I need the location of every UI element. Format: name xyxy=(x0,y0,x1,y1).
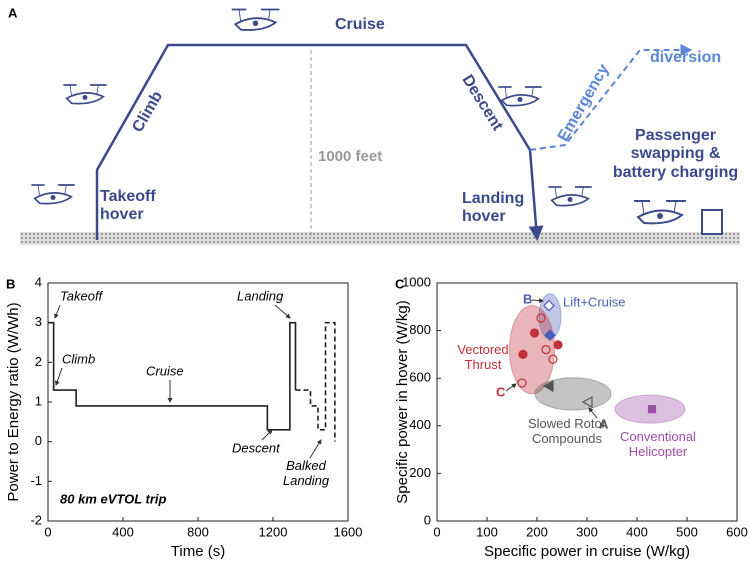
y-tick-label: 0 xyxy=(35,433,42,448)
region xyxy=(534,377,612,411)
y-tick-label: 200 xyxy=(409,465,431,480)
x-tick-label: 1600 xyxy=(334,524,363,539)
aircraft-icon xyxy=(230,8,281,31)
annotation: Balked Landing xyxy=(282,458,330,488)
series-label: Conventional Helicopter xyxy=(620,429,696,459)
annotation: Descent xyxy=(232,440,281,455)
annotation-arrow xyxy=(505,383,517,392)
point-label: A xyxy=(599,416,609,431)
series-label: Lift+Cruise xyxy=(563,294,626,309)
x-axis-label: Specific power in cruise (W/kg) xyxy=(484,543,690,560)
height-label: 1000 feet xyxy=(318,148,382,165)
charger-icon xyxy=(701,209,723,235)
aircraft-icon xyxy=(62,84,108,105)
series-label: Slowed Rotor Compounds xyxy=(527,416,607,446)
marker xyxy=(529,328,540,338)
marker xyxy=(542,380,554,393)
x-tick-label: 0 xyxy=(433,524,440,539)
marker xyxy=(517,378,527,388)
y-tick-label: 1000 xyxy=(402,274,431,289)
x-tick-label: 0 xyxy=(44,524,51,539)
y-tick-label: 600 xyxy=(409,370,431,385)
marker xyxy=(543,299,555,312)
y-tick-label: 0 xyxy=(424,512,431,527)
marker xyxy=(581,395,593,409)
x-tick-label: 400 xyxy=(112,524,134,539)
y-tick-label: 4 xyxy=(35,274,42,289)
phase-label: Cruise xyxy=(335,16,385,33)
aircraft-icon xyxy=(547,186,593,207)
marker xyxy=(548,354,558,364)
point-label: C xyxy=(496,384,506,399)
panel-label: A xyxy=(8,5,18,20)
step-line xyxy=(48,321,297,431)
phase-label: Climb xyxy=(129,88,166,135)
panel-label: C xyxy=(395,276,405,291)
phase-label: Landing hover xyxy=(462,190,525,226)
marker xyxy=(541,345,551,355)
aircraft-icon xyxy=(30,184,76,205)
x-tick-label: 400 xyxy=(626,524,648,539)
annotation: Takeoff xyxy=(60,288,104,303)
panel-label: B xyxy=(6,276,15,291)
x-tick-label: 200 xyxy=(526,524,548,539)
annotation: Landing xyxy=(237,288,284,303)
annotation: Cruise xyxy=(146,363,184,378)
region xyxy=(509,305,555,395)
series-label: Vectored Thrust xyxy=(457,342,509,372)
y-tick-label: 800 xyxy=(409,322,431,337)
y-tick-label: 400 xyxy=(409,417,431,432)
annotation-arrow xyxy=(261,429,273,441)
x-tick-label: 600 xyxy=(726,524,748,539)
marker xyxy=(647,405,657,414)
y-tick-label: 2 xyxy=(35,354,42,369)
annotation-arrow xyxy=(531,298,544,304)
annotation: Climb xyxy=(62,351,95,366)
y-tick-label: 3 xyxy=(35,314,42,329)
annotation-arrow xyxy=(54,367,63,386)
aircraft-icon xyxy=(633,200,687,225)
diversion-path xyxy=(529,44,693,151)
marker xyxy=(553,340,563,350)
x-axis-label: Time (s) xyxy=(171,543,225,560)
y-axis-label: Specific power in hover (W/kg) xyxy=(394,300,411,503)
flight-path xyxy=(95,43,544,241)
y-tick-label: -2 xyxy=(30,512,42,527)
marker xyxy=(518,349,528,359)
y-axis-label: Power to Energy ratio (W/Wh) xyxy=(5,302,22,501)
annotation: 80 km eVTOL trip xyxy=(60,491,167,506)
phase-label: diversion xyxy=(650,49,721,66)
step-line xyxy=(295,321,336,442)
marker xyxy=(536,313,546,323)
x-tick-label: 1200 xyxy=(259,524,288,539)
phase-label: Takeoff hover xyxy=(100,188,156,224)
x-tick-label: 500 xyxy=(676,524,698,539)
station-label: Passenger swapping & battery charging xyxy=(612,127,739,181)
annotation-arrow xyxy=(588,407,598,419)
annotation-arrow xyxy=(274,304,291,319)
annotation-arrow xyxy=(54,304,61,319)
marker xyxy=(544,329,556,341)
annotation-arrow xyxy=(309,439,322,459)
ground xyxy=(20,232,740,245)
x-tick-label: 300 xyxy=(576,524,598,539)
x-tick-label: 100 xyxy=(476,524,498,539)
y-tick-label: 1 xyxy=(35,393,42,408)
phase-label: Descent xyxy=(459,72,507,134)
aircraft-icon xyxy=(497,86,543,107)
x-tick-label: 800 xyxy=(187,524,209,539)
point-label: B xyxy=(523,291,532,306)
y-tick-label: -1 xyxy=(30,473,42,488)
